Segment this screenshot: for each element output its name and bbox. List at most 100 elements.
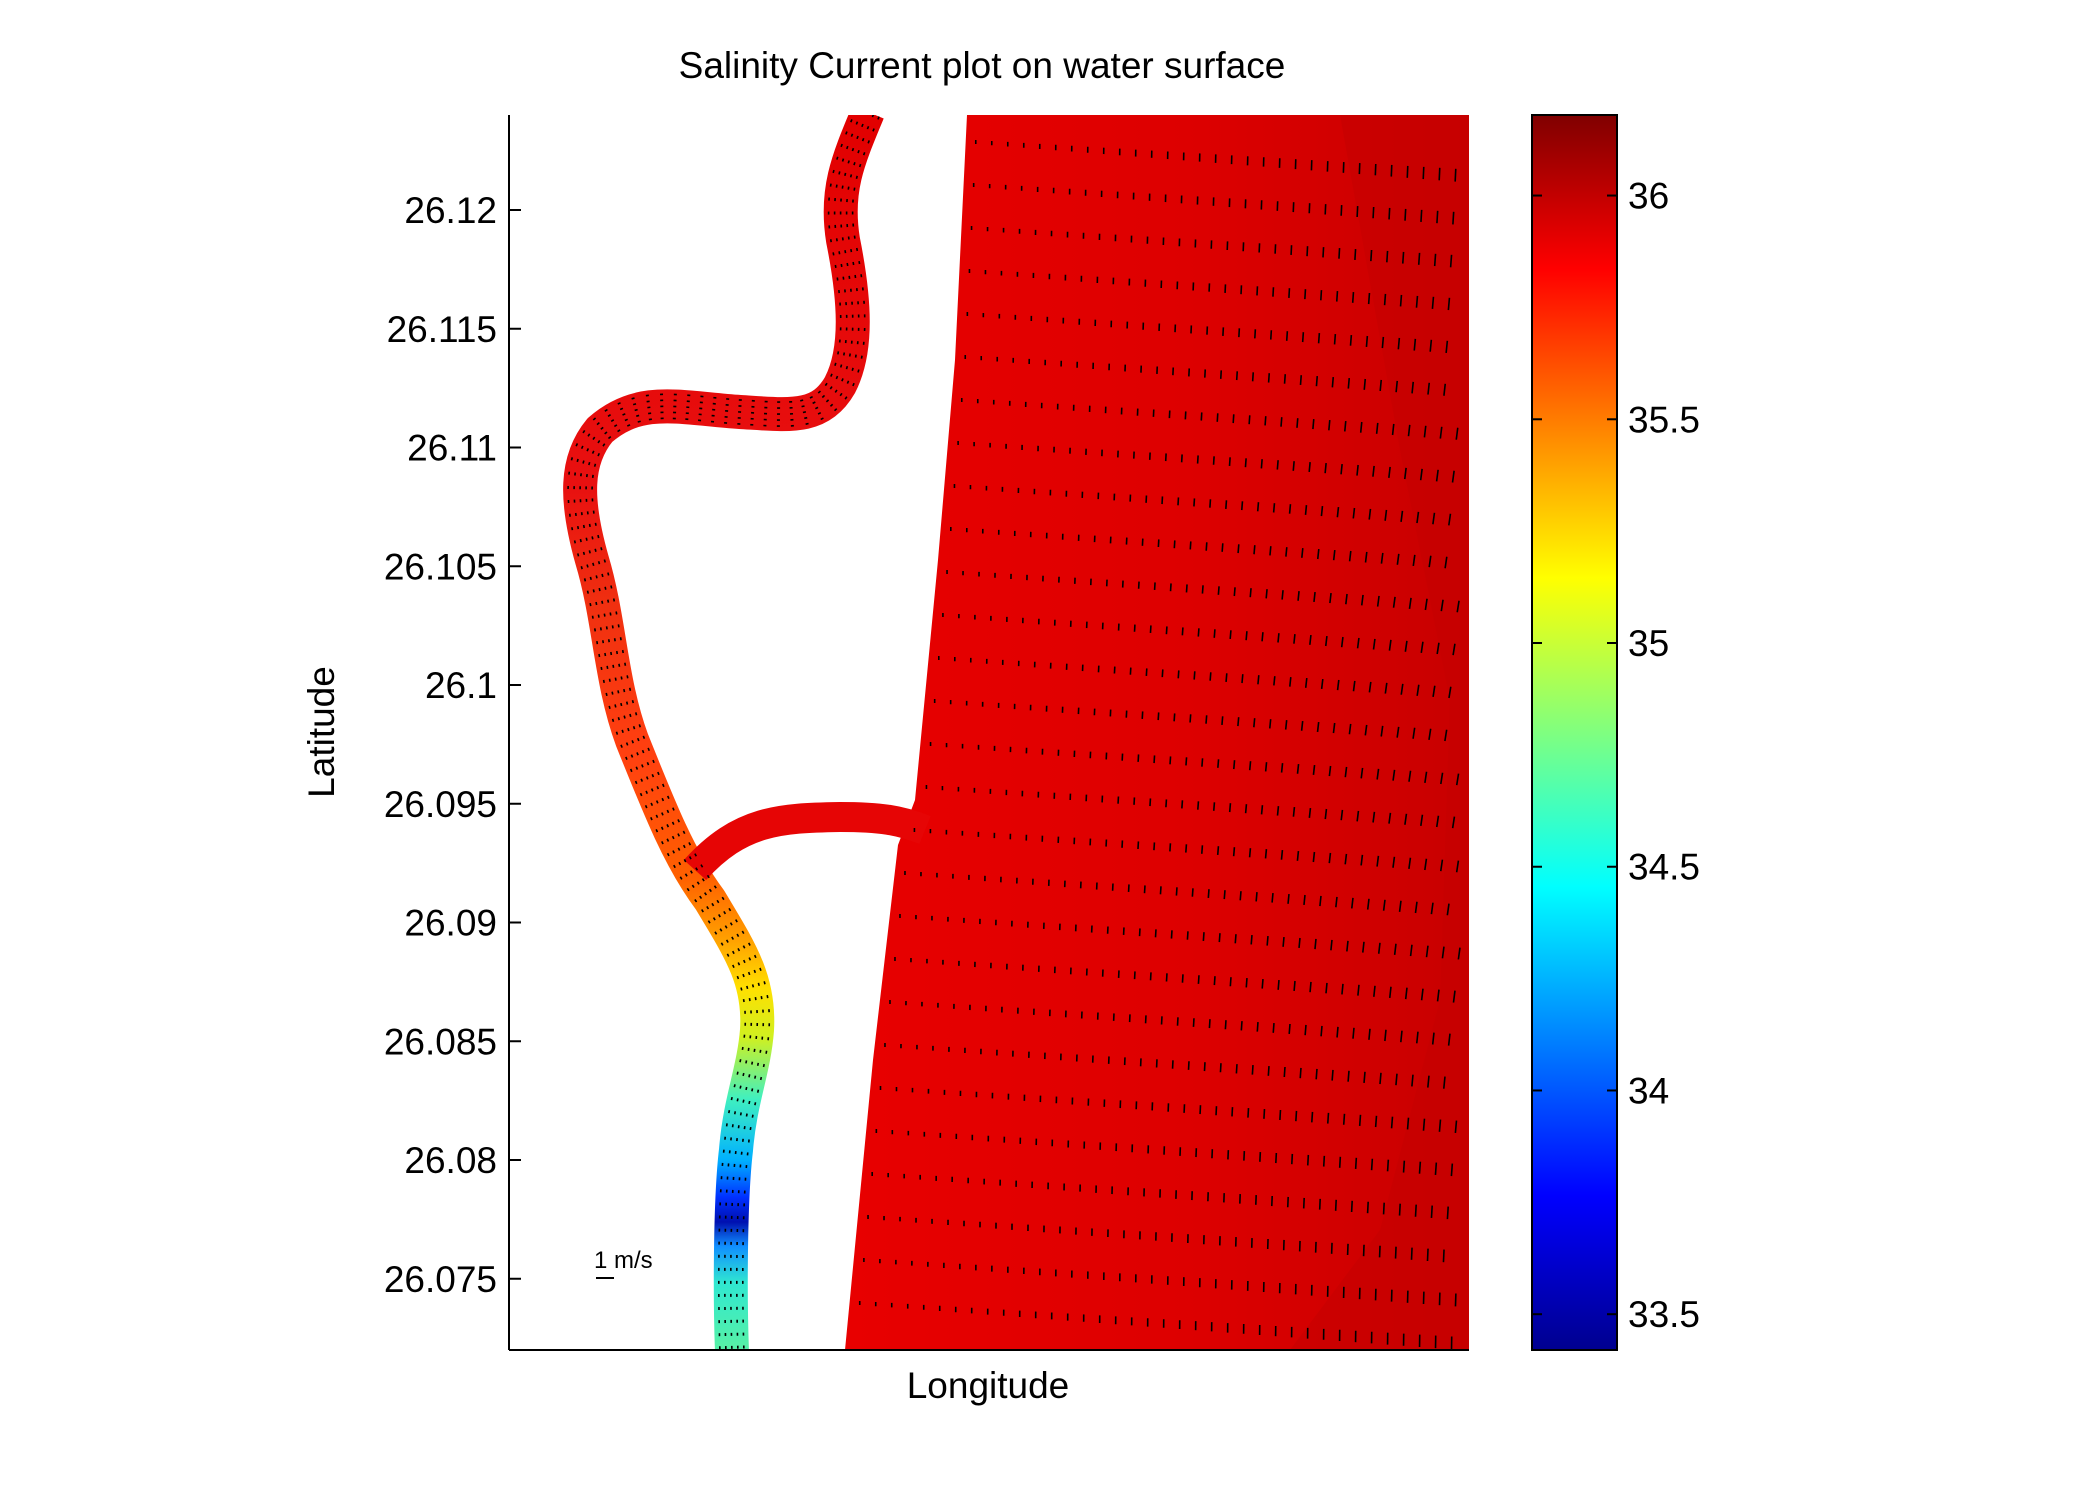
velocity-arrow [666,795,670,799]
velocity-arrow [1392,769,1396,781]
velocity-arrow [1288,504,1292,514]
velocity-arrow [1442,1249,1445,1263]
velocity-arrow [1292,461,1295,471]
velocity-arrow [607,435,612,440]
velocity-arrow [631,397,635,400]
velocity-arrow [1272,503,1276,513]
velocity-arrow [753,969,757,974]
velocity-arrow [588,550,591,554]
velocity-arrow [855,175,858,179]
velocity-arrow [1361,941,1365,953]
velocity-arrow [731,950,735,955]
velocity-arrow [1365,335,1369,347]
velocity-arrow [751,984,755,988]
velocity-arrow [1379,379,1383,392]
velocity-arrow [1425,945,1429,958]
colorbar-tick-label: 35.5 [1628,399,1700,440]
velocity-arrow [1340,636,1344,648]
velocity-arrow [721,896,725,901]
velocity-arrow [627,727,630,732]
velocity-arrow [612,598,616,602]
velocity-arrow [1293,980,1296,992]
velocity-arrow [655,829,659,833]
velocity-arrow [626,424,631,427]
velocity-arrow [666,838,670,842]
velocity-arrow [1400,510,1404,523]
colorbar-tick-label: 34 [1628,1070,1669,1111]
velocity-arrow [589,602,592,607]
velocity-arrow [608,705,611,710]
velocity-arrow [1360,767,1364,779]
velocity-arrow [1409,944,1413,957]
velocity-arrow [1200,845,1204,854]
velocity-arrow [742,945,746,949]
velocity-arrow [1412,727,1416,739]
velocity-arrow [576,458,579,463]
velocity-arrow [1315,1068,1318,1080]
velocity-arrow [742,973,745,978]
velocity-arrow [718,914,721,918]
velocity-arrow [742,1099,745,1103]
velocity-arrow [609,612,612,616]
velocity-arrow [688,856,692,860]
velocity-arrow [1368,508,1372,520]
velocity-arrow [1335,896,1338,908]
velocity-arrow [1376,855,1380,867]
velocity-arrow [696,881,700,885]
velocity-arrow [854,354,857,358]
velocity-arrow [1388,986,1392,999]
velocity-arrow [682,844,686,849]
velocity-arrow [1244,458,1247,468]
velocity-arrow [672,850,676,854]
velocity-arrow [1253,718,1256,728]
velocity-arrow [1408,770,1412,782]
velocity-arrow [620,744,623,748]
velocity-arrow [657,771,660,776]
velocity-arrow [857,369,860,373]
velocity-arrow [683,858,687,863]
velocity-arrow [1213,976,1216,986]
velocity-arrow [1336,506,1340,518]
velocity-arrow [1364,551,1368,563]
velocity-arrow [612,664,615,668]
velocity-arrow [1444,556,1448,569]
velocity-arrow [850,248,853,253]
velocity-arrow [695,867,699,871]
plot-area [563,115,1469,1350]
velocity-arrow [585,537,588,541]
velocity-arrow [586,564,589,568]
velocity-arrow [575,443,579,447]
velocity-arrow [700,864,704,868]
velocity-arrow [630,754,634,758]
velocity-arrow [1255,892,1258,902]
velocity-arrow [591,450,595,454]
velocity-arrow [1328,852,1332,864]
velocity-arrow [867,115,868,116]
velocity-arrow [1451,470,1455,483]
velocity-arrow [741,930,745,935]
velocity-arrow [1251,1065,1254,1075]
velocity-arrow [1331,377,1335,388]
velocity-arrow [1384,1029,1387,1042]
velocity-arrow [846,145,849,150]
velocity-arrow [1301,332,1305,343]
velocity-arrow [1439,859,1444,872]
velocity-arrow [739,1059,742,1063]
velocity-arrow [1426,1248,1429,1262]
velocity-arrow [1181,974,1184,983]
velocity-arrow [634,408,638,412]
velocity-arrow [1446,903,1450,916]
velocity-arrow [1320,505,1324,517]
velocity-arrow [1304,505,1308,515]
velocity-arrow [745,1113,748,1117]
velocity-arrow [825,399,830,403]
velocity-arrow [639,792,643,797]
velocity-arrow [1342,1113,1346,1125]
velocity-arrow [1429,339,1433,352]
velocity-arrow [1338,1156,1342,1168]
velocity-arrow [646,761,650,766]
velocity-arrow [834,362,837,366]
velocity-arrow [576,525,580,530]
velocity-arrow [1346,940,1349,952]
velocity-arrow [1420,814,1424,827]
